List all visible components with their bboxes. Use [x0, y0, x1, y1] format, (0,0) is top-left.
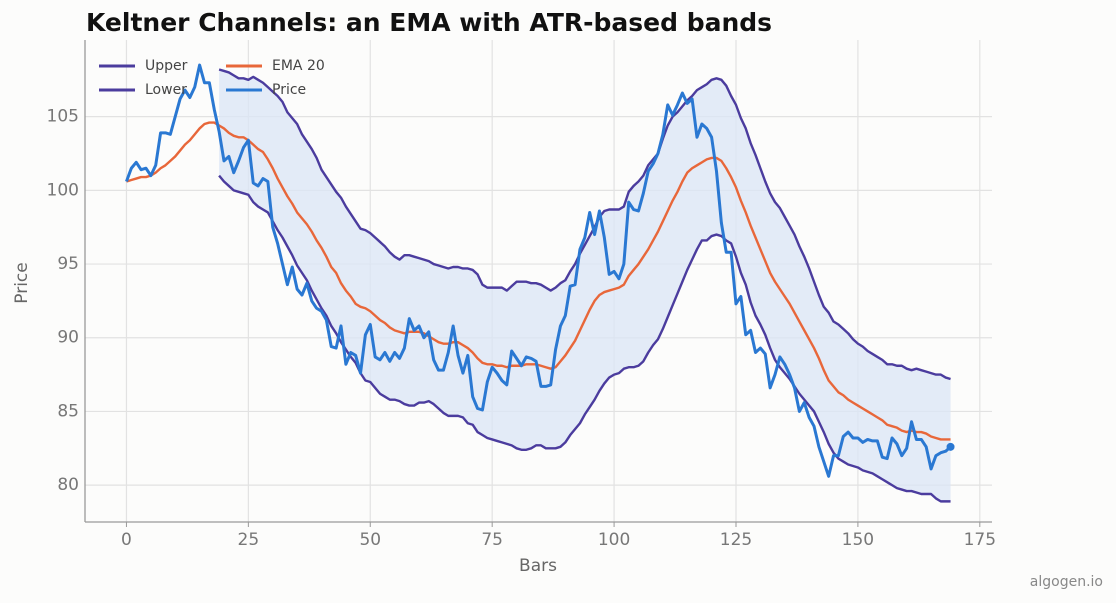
x-tick-label: 125	[720, 530, 752, 550]
x-tick-label: 0	[121, 530, 132, 550]
x-tick-label: 75	[481, 530, 503, 550]
x-tick-label: 25	[238, 530, 260, 550]
series-line	[126, 121, 951, 441]
y-tick-label: 85	[57, 401, 79, 421]
series-line	[218, 174, 951, 503]
y-tick-label: 90	[57, 328, 79, 348]
legend-label: EMA 20	[272, 58, 325, 74]
series-line	[218, 68, 951, 381]
series-line	[125, 63, 952, 478]
last-price-marker	[946, 442, 955, 451]
y-tick-label: 100	[47, 180, 79, 200]
x-tick-label: 175	[964, 530, 996, 550]
x-tick-label: 150	[842, 530, 874, 550]
y-axis-label: Price	[12, 262, 32, 303]
watermark: algogen.io	[1030, 574, 1103, 590]
chart-title: Keltner Channels: an EMA with ATR-based …	[86, 8, 772, 37]
x-tick-label: 50	[359, 530, 381, 550]
y-tick-label: 80	[57, 475, 79, 495]
legend-label: Price	[272, 82, 306, 98]
legend-label: Lower	[145, 82, 187, 98]
band-fill	[219, 69, 951, 502]
x-axis-label: Bars	[519, 556, 557, 576]
y-tick-label: 105	[47, 107, 79, 127]
y-tick-label: 95	[57, 254, 79, 274]
x-tick-label: 100	[598, 530, 630, 550]
legend-label: Upper	[145, 58, 188, 74]
